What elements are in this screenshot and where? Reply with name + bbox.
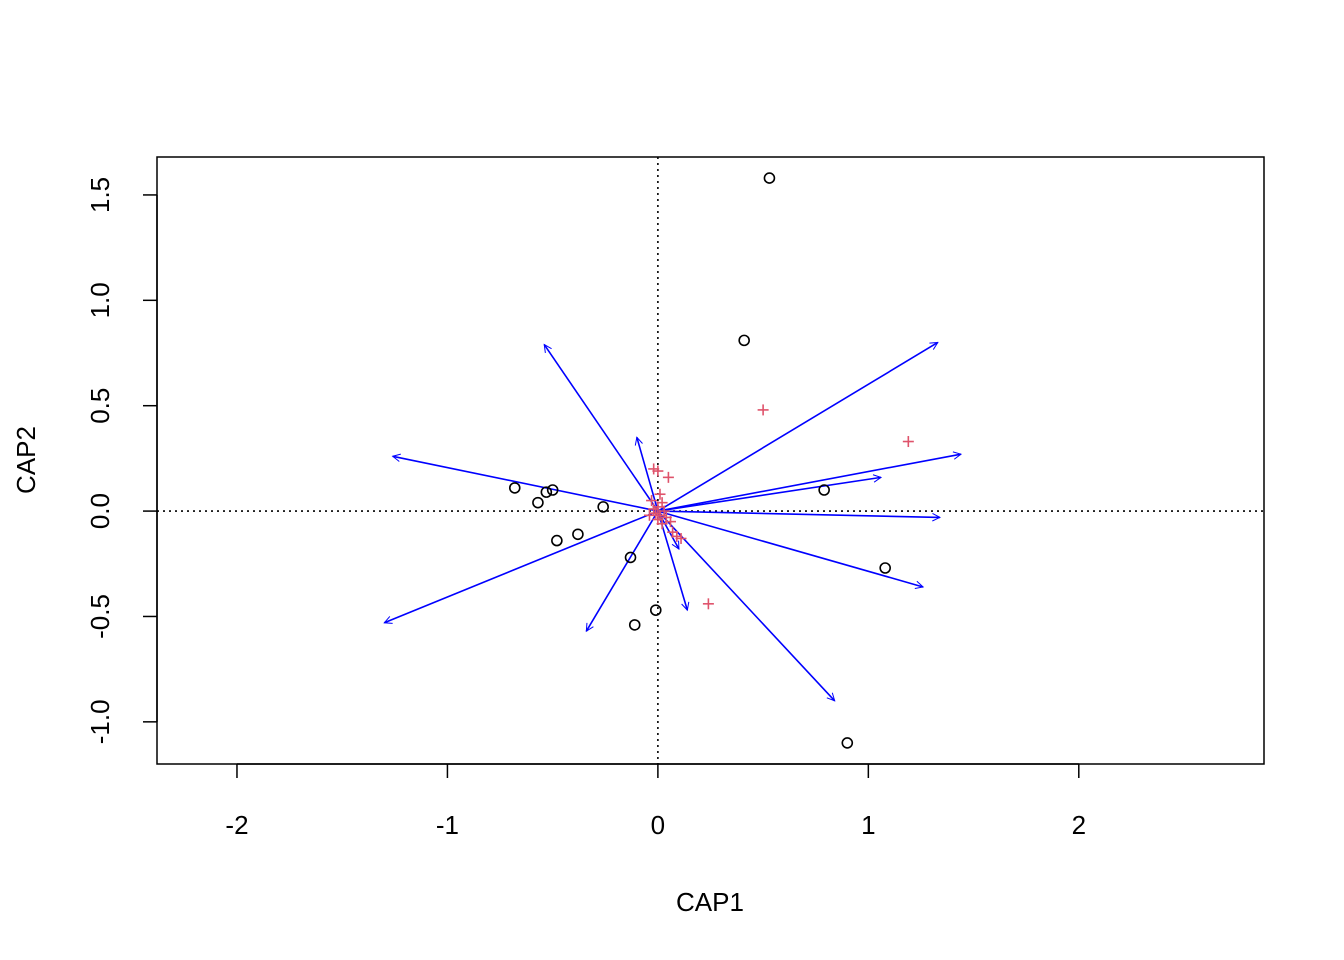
species-point-7 xyxy=(654,488,666,500)
vector-arrow-4 xyxy=(657,510,942,522)
vector-arrow-6 xyxy=(657,510,836,702)
y-axis-label: CAP2 xyxy=(11,426,41,494)
species-point-5 xyxy=(652,465,664,477)
vector-arrow-3 xyxy=(657,474,883,512)
y-tick-label-5: 1.0 xyxy=(85,282,115,318)
site-point-5 xyxy=(546,484,559,496)
site-point-13 xyxy=(818,484,830,496)
x-axis: -2 -1 0 1 2 xyxy=(225,763,1086,840)
site-point-6 xyxy=(532,496,544,509)
site-point-15 xyxy=(841,737,854,749)
y-tick-label-2: -0.5 xyxy=(85,594,115,639)
y-axis: -1.0 -0.5 0.0 0.5 1.0 1.5 xyxy=(85,177,158,744)
species-point-6 xyxy=(662,471,674,483)
species-point-22 xyxy=(652,514,664,526)
species-point-3 xyxy=(702,598,714,610)
vector-arrow-1 xyxy=(657,341,939,512)
site-point-10 xyxy=(624,551,637,564)
species-point-2 xyxy=(902,436,914,448)
site-points xyxy=(508,172,891,749)
vector-arrow-12 xyxy=(543,343,659,512)
site-point-2 xyxy=(738,334,750,347)
site-point-7 xyxy=(597,501,609,513)
reference-lines xyxy=(157,157,1264,764)
site-point-11 xyxy=(649,604,662,616)
x-axis-label: CAP1 xyxy=(676,887,744,917)
species-point-20 xyxy=(675,532,687,544)
environmental-vectors xyxy=(383,341,963,702)
x-tick-label-2: -1 xyxy=(436,810,459,840)
species-point-1 xyxy=(757,404,769,416)
x-tick-label-3: 0 xyxy=(651,810,665,840)
vector-arrow-13 xyxy=(634,436,659,512)
x-tick-label-4: 1 xyxy=(861,810,875,840)
x-tick-label-1: -2 xyxy=(225,810,248,840)
species-point-21 xyxy=(643,509,655,521)
y-tick-label-1: -1.0 xyxy=(85,699,115,744)
vector-arrow-5 xyxy=(657,510,925,589)
y-tick-label-4: 0.5 xyxy=(85,388,115,424)
site-point-8 xyxy=(551,534,563,547)
vector-arrow-9 xyxy=(585,510,659,633)
plot-frame xyxy=(156,156,1265,765)
vector-arrow-10 xyxy=(383,510,659,624)
site-point-1 xyxy=(763,172,776,184)
species-point-16 xyxy=(665,516,677,528)
y-tick-label-3: 0.0 xyxy=(85,493,115,529)
site-point-12 xyxy=(628,619,641,631)
site-point-4 xyxy=(540,486,553,498)
species-point-8 xyxy=(646,495,658,507)
y-tick-label-6: 1.5 xyxy=(85,177,115,213)
x-tick-label-5: 2 xyxy=(1072,810,1086,840)
site-point-9 xyxy=(572,528,584,541)
vector-arrow-11 xyxy=(391,453,659,512)
site-point-3 xyxy=(508,482,521,494)
site-point-14 xyxy=(879,562,891,574)
vector-arrow-2 xyxy=(657,451,963,512)
species-points xyxy=(643,404,914,610)
